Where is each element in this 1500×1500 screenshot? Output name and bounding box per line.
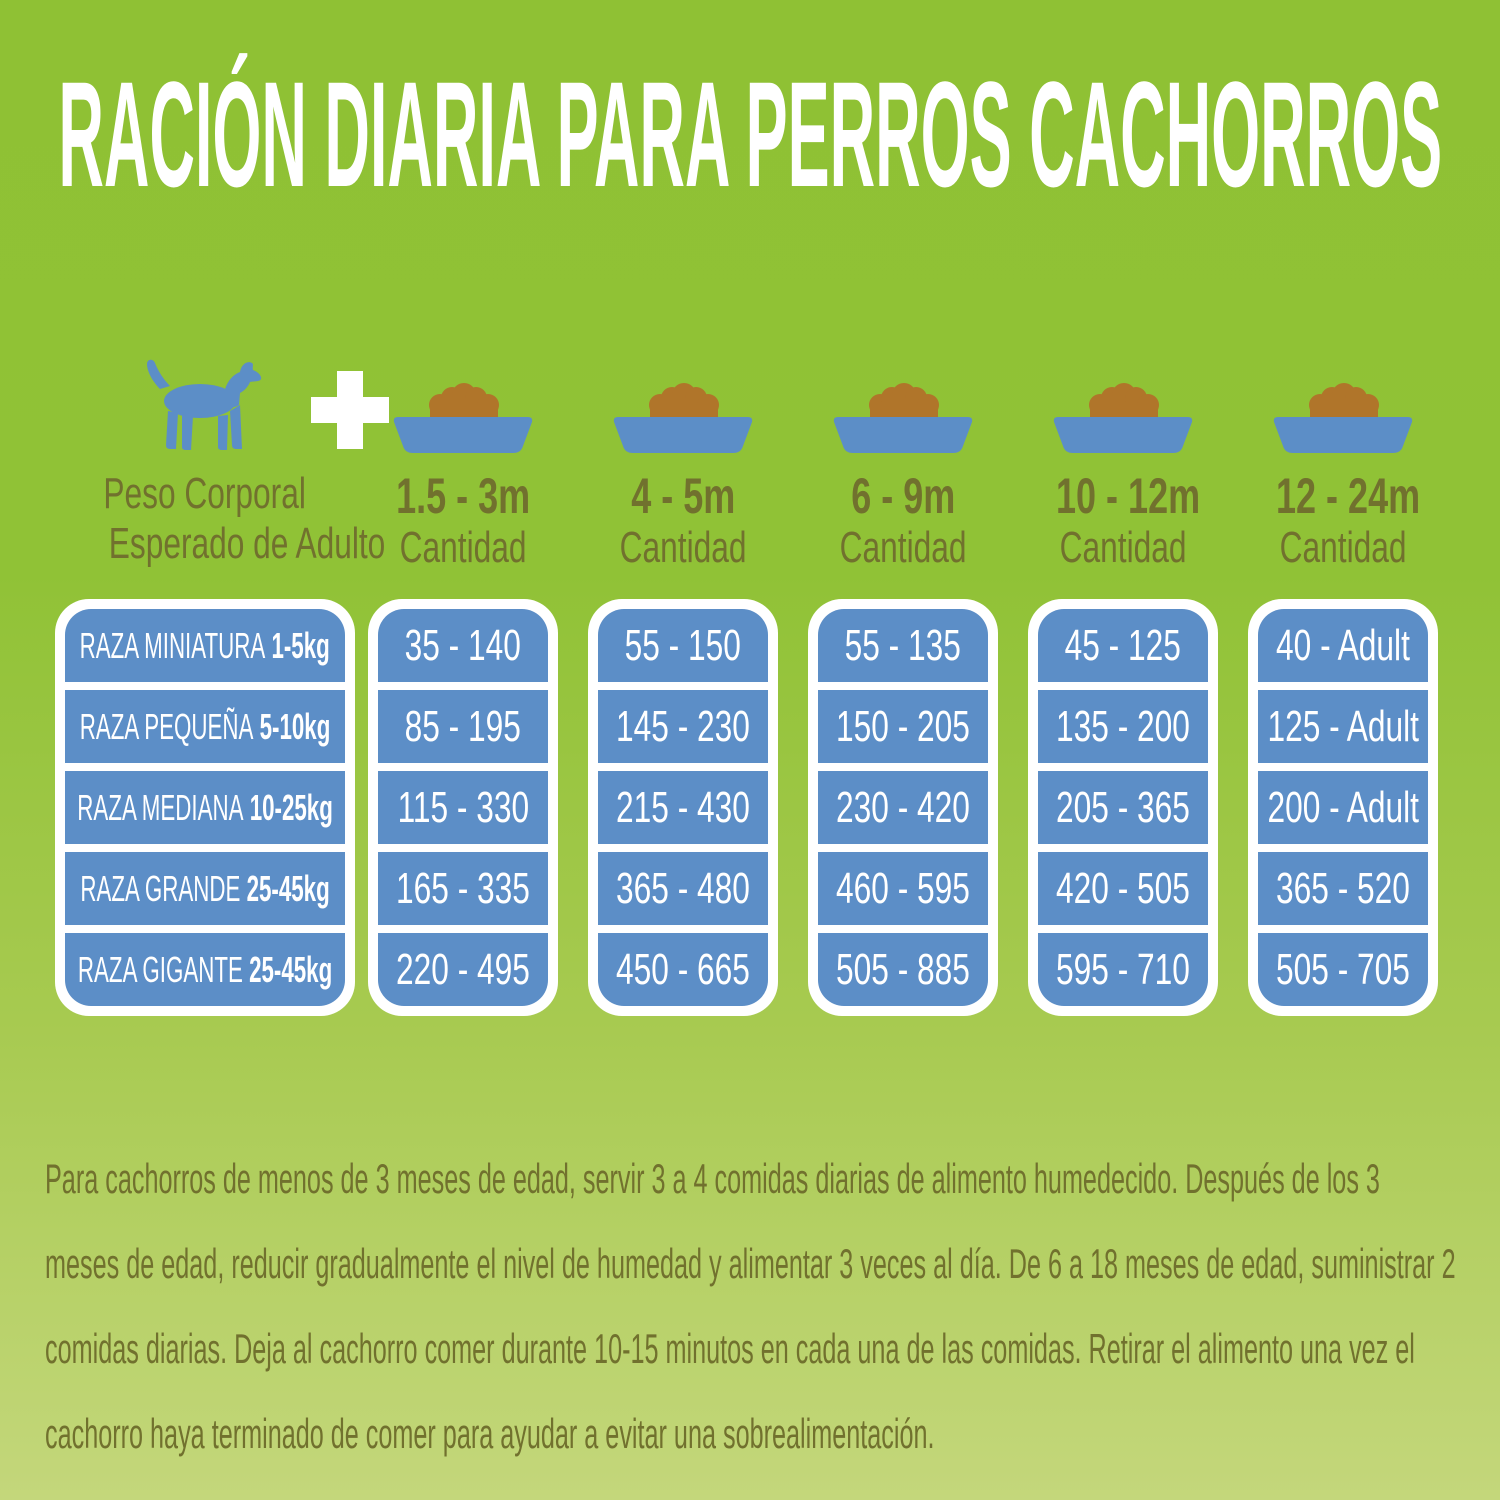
amount-cell: 55 - 150 (598, 609, 768, 682)
amount-cell: 595 - 710 (1038, 933, 1208, 1006)
amount-cell: 165 - 335 (378, 852, 548, 925)
dog-icon-cell (55, 355, 355, 455)
amount-cell: 205 - 365 (1038, 771, 1208, 844)
age-column-header-4: 10 - 12m Cantidad (1028, 469, 1218, 573)
breed-cell: RAZA GRANDE 25-45kg (65, 852, 345, 925)
breed-name: RAZA MEDIANA (77, 786, 244, 828)
breed-weight: 25-45kg (246, 867, 330, 909)
weight-header-line1: Peso Corporal (103, 469, 307, 518)
feeding-instructions-text: Para cachorros de menos de 3 meses de ed… (45, 1155, 1456, 1457)
breed-name: RAZA MINIATURA (79, 624, 266, 666)
age-column-header-2: 4 - 5m Cantidad (588, 469, 778, 573)
amount-cell: 460 - 595 (818, 852, 988, 925)
age-column-header-1: 1.5 - 3m Cantidad (368, 469, 558, 573)
food-bowl-icon (613, 383, 753, 453)
breed-cell: RAZA MEDIANA 10-25kg (65, 771, 345, 844)
age-sublabel: Cantidad (1059, 523, 1187, 572)
weight-column-header: Peso Corporal Esperado de Adulto (55, 469, 386, 573)
bowl-icon-cell (808, 375, 998, 455)
amount-column-2: 55 - 150 145 - 230 215 - 430 365 - 480 4… (588, 599, 778, 1016)
amount-cell: 220 - 495 (378, 933, 548, 1006)
age-range: 4 - 5m (630, 468, 736, 524)
breed-cell: RAZA MINIATURA 1-5kg (65, 609, 345, 682)
amount-cell: 505 - 705 (1258, 933, 1428, 1006)
breed-weight: 1-5kg (271, 624, 331, 666)
amount-column-3: 55 - 135 150 - 205 230 - 420 460 - 595 5… (808, 599, 998, 1016)
bowl-icon-cell (1248, 375, 1438, 455)
amount-cell: 145 - 230 (598, 690, 768, 763)
age-range: 6 - 9m (850, 468, 956, 524)
amount-cell: 200 - Adult (1258, 771, 1428, 844)
age-sublabel: Cantidad (399, 523, 527, 572)
amount-cell: 230 - 420 (818, 771, 988, 844)
amount-cell: 135 - 200 (1038, 690, 1208, 763)
age-range: 10 - 12m (1056, 468, 1201, 524)
breed-weight: 10-25kg (249, 786, 333, 828)
feeding-instructions: Para cachorros de menos de 3 meses de ed… (0, 1136, 1500, 1476)
amount-cell: 85 - 195 (378, 690, 548, 763)
amount-cell: 150 - 205 (818, 690, 988, 763)
age-sublabel: Cantidad (839, 523, 967, 572)
amount-column-5: 40 - Adult 125 - Adult 200 - Adult 365 -… (1248, 599, 1438, 1016)
icons-row (0, 343, 1500, 455)
age-sublabel: Cantidad (619, 523, 747, 572)
page-title-text: RACIÓN DIARIA PARA PERROS CACHORROS (58, 49, 1442, 218)
amount-cell: 450 - 665 (598, 933, 768, 1006)
weight-header-line2: Esperado de Adulto (108, 519, 386, 568)
age-range: 12 - 24m (1276, 468, 1421, 524)
age-range: 1.5 - 3m (395, 468, 531, 524)
plus-icon (311, 371, 389, 449)
breed-name: RAZA GRANDE (80, 867, 241, 909)
food-bowl-icon (1273, 383, 1413, 453)
amount-cell: 365 - 520 (1258, 852, 1428, 925)
amount-cell: 215 - 430 (598, 771, 768, 844)
amount-cell: 420 - 505 (1038, 852, 1208, 925)
breed-weight: 25-45kg (249, 948, 333, 990)
amount-column-4: 45 - 125 135 - 200 205 - 365 420 - 505 5… (1028, 599, 1218, 1016)
amount-cell: 365 - 480 (598, 852, 768, 925)
page-title: RACIÓN DIARIA PARA PERROS CACHORROS (0, 0, 1500, 211)
amount-cell: 35 - 140 (378, 609, 548, 682)
breed-cell: RAZA GIGANTE 25-45kg (65, 933, 345, 1006)
amount-cell: 55 - 135 (818, 609, 988, 682)
bowl-icon-cell (1028, 375, 1218, 455)
age-column-header-5: 12 - 24m Cantidad (1248, 469, 1438, 573)
age-sublabel: Cantidad (1279, 523, 1407, 572)
food-bowl-icon (833, 383, 973, 453)
breed-name: RAZA GIGANTE (77, 948, 243, 990)
breed-column: RAZA MINIATURA 1-5kg RAZA PEQUEÑA 5-10kg R… (55, 599, 355, 1016)
breed-name: RAZA PEQUEÑA (79, 705, 254, 747)
breed-weight: 5-10kg (259, 705, 331, 747)
column-headers-row: Peso Corporal Esperado de Adulto 1.5 - 3… (0, 469, 1500, 573)
bowl-icon-cell (368, 375, 558, 455)
amount-column-1: 35 - 140 85 - 195 115 - 330 165 - 335 22… (368, 599, 558, 1016)
amount-cell: 505 - 885 (818, 933, 988, 1006)
breed-cell: RAZA PEQUEÑA 5-10kg (65, 690, 345, 763)
amount-cell: 45 - 125 (1038, 609, 1208, 682)
age-column-header-3: 6 - 9m Cantidad (808, 469, 998, 573)
amount-cell: 40 - Adult (1258, 609, 1428, 682)
amount-cell: 115 - 330 (378, 771, 548, 844)
feeding-table: RAZA MINIATURA 1-5kg RAZA PEQUEÑA 5-10kg R… (0, 599, 1500, 1016)
dog-icon (147, 359, 262, 450)
amount-cell: 125 - Adult (1258, 690, 1428, 763)
food-bowl-icon (1053, 383, 1193, 453)
food-bowl-icon (393, 383, 533, 453)
bowl-icon-cell (588, 375, 778, 455)
